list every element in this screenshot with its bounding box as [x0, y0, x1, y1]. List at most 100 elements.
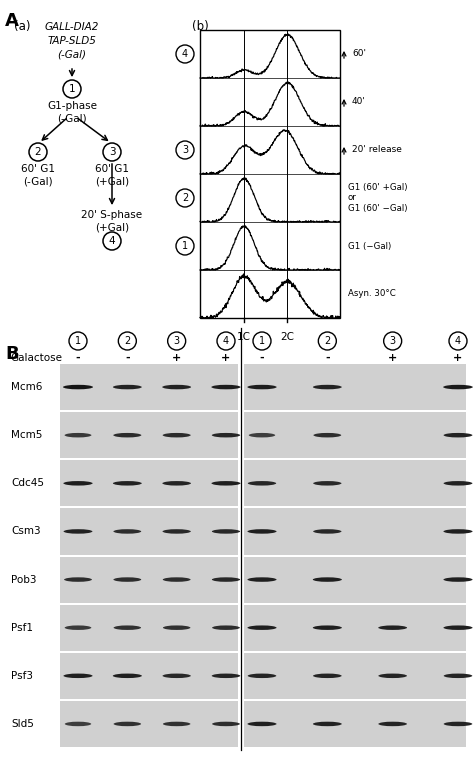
- Bar: [244, 412, 466, 458]
- Text: G1 (−Gal): G1 (−Gal): [348, 241, 391, 250]
- Ellipse shape: [247, 385, 277, 389]
- Ellipse shape: [444, 625, 473, 630]
- Ellipse shape: [114, 722, 141, 726]
- Text: +: +: [221, 353, 231, 363]
- Ellipse shape: [64, 625, 91, 630]
- Ellipse shape: [113, 433, 141, 437]
- Ellipse shape: [212, 529, 240, 534]
- Ellipse shape: [163, 578, 191, 582]
- Ellipse shape: [212, 578, 240, 582]
- Bar: [244, 653, 466, 699]
- Ellipse shape: [212, 625, 240, 630]
- Ellipse shape: [162, 385, 191, 389]
- Text: -: -: [76, 353, 80, 363]
- Bar: [244, 460, 466, 506]
- Bar: [200, 30, 340, 318]
- Text: 4: 4: [455, 336, 461, 346]
- Bar: [244, 604, 466, 651]
- Ellipse shape: [378, 673, 407, 678]
- Text: 1: 1: [69, 84, 75, 94]
- Text: 1: 1: [75, 336, 81, 346]
- Ellipse shape: [313, 673, 342, 678]
- Text: 60' G1
(+Gal): 60' G1 (+Gal): [95, 164, 129, 186]
- Text: 2: 2: [324, 336, 330, 346]
- Ellipse shape: [248, 673, 276, 678]
- Text: Sld5: Sld5: [11, 719, 34, 729]
- Ellipse shape: [313, 529, 341, 534]
- Text: 2C: 2C: [281, 332, 294, 342]
- Bar: [60, 557, 238, 603]
- Ellipse shape: [113, 385, 142, 389]
- Text: Csm3: Csm3: [11, 526, 41, 536]
- Text: 1C: 1C: [237, 332, 251, 342]
- Text: 40': 40': [352, 97, 366, 106]
- Ellipse shape: [64, 529, 92, 534]
- Text: 3: 3: [390, 336, 396, 346]
- Text: G1 (60' +Gal)
or
G1 (60' −Gal): G1 (60' +Gal) or G1 (60' −Gal): [348, 183, 408, 213]
- Bar: [60, 509, 238, 555]
- Text: 2: 2: [35, 147, 41, 157]
- Ellipse shape: [313, 625, 342, 630]
- Ellipse shape: [247, 722, 276, 726]
- Text: 2: 2: [124, 336, 130, 346]
- Text: 4: 4: [223, 336, 229, 346]
- Ellipse shape: [64, 578, 92, 582]
- Text: 1: 1: [182, 241, 188, 251]
- Text: +: +: [453, 353, 463, 363]
- Text: -: -: [325, 353, 329, 363]
- Text: 3: 3: [173, 336, 180, 346]
- Ellipse shape: [113, 578, 141, 582]
- Text: Psf3: Psf3: [11, 671, 33, 681]
- Text: 20' release: 20' release: [352, 146, 402, 155]
- Text: GALL-DIA2
TAP-SLD5
(-Gal): GALL-DIA2 TAP-SLD5 (-Gal): [45, 22, 99, 59]
- Ellipse shape: [64, 673, 92, 678]
- Ellipse shape: [247, 529, 276, 534]
- Bar: [60, 412, 238, 458]
- Ellipse shape: [313, 578, 342, 582]
- Bar: [244, 364, 466, 410]
- Ellipse shape: [113, 481, 142, 486]
- Ellipse shape: [114, 625, 141, 630]
- Ellipse shape: [113, 673, 142, 678]
- Ellipse shape: [212, 722, 240, 726]
- Ellipse shape: [313, 433, 341, 437]
- Text: 4: 4: [109, 236, 115, 246]
- Text: 3: 3: [182, 145, 188, 155]
- Ellipse shape: [163, 433, 191, 437]
- Text: +: +: [388, 353, 397, 363]
- Ellipse shape: [444, 529, 473, 534]
- Text: 1: 1: [259, 336, 265, 346]
- Ellipse shape: [163, 481, 191, 486]
- Text: 4: 4: [182, 49, 188, 59]
- Text: 3: 3: [109, 147, 115, 157]
- Ellipse shape: [443, 385, 473, 389]
- Text: Cdc45: Cdc45: [11, 478, 44, 488]
- Ellipse shape: [64, 481, 92, 486]
- Ellipse shape: [211, 481, 240, 486]
- Bar: [60, 604, 238, 651]
- Ellipse shape: [212, 673, 240, 678]
- Text: A: A: [5, 12, 19, 30]
- Text: Pob3: Pob3: [11, 574, 36, 584]
- Ellipse shape: [444, 673, 472, 678]
- Ellipse shape: [444, 433, 473, 437]
- Text: B: B: [5, 345, 18, 363]
- Text: (a): (a): [14, 20, 30, 33]
- Ellipse shape: [212, 433, 240, 437]
- Text: Mcm6: Mcm6: [11, 382, 42, 392]
- Text: -: -: [260, 353, 264, 363]
- Text: G1-phase
(-Gal): G1-phase (-Gal): [47, 101, 97, 123]
- Text: 20' S-phase
(+Gal): 20' S-phase (+Gal): [82, 210, 143, 232]
- Ellipse shape: [63, 385, 93, 389]
- Ellipse shape: [313, 722, 342, 726]
- Text: +: +: [172, 353, 181, 363]
- Bar: [60, 653, 238, 699]
- Ellipse shape: [444, 578, 473, 582]
- Text: 60': 60': [352, 50, 366, 58]
- Ellipse shape: [247, 625, 276, 630]
- Ellipse shape: [378, 722, 407, 726]
- Ellipse shape: [444, 481, 473, 486]
- Bar: [244, 701, 466, 747]
- Ellipse shape: [248, 481, 276, 486]
- Text: 60' G1
(-Gal): 60' G1 (-Gal): [21, 164, 55, 186]
